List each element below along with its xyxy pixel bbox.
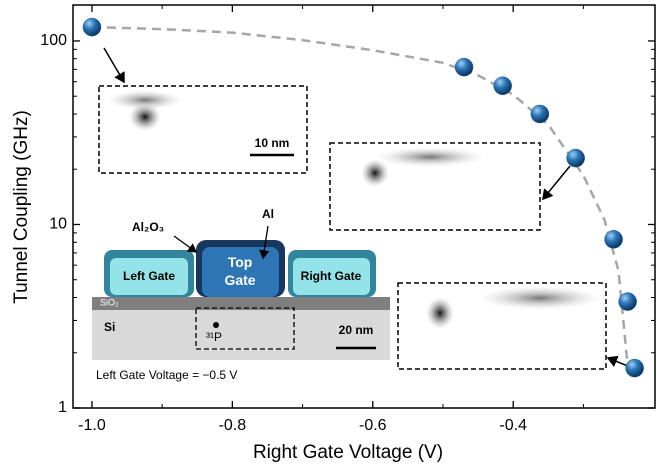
left-gate-label: Left Gate — [123, 269, 175, 283]
wavefunction — [107, 90, 183, 110]
marks — [82, 17, 644, 378]
metal-label: Al — [262, 207, 274, 221]
inset-box — [329, 142, 541, 231]
insets: 10 nm Left Gate Right Gate Top Gate SiO₂ … — [92, 47, 641, 388]
wavefunction — [426, 297, 454, 329]
fit-curve — [91, 25, 629, 366]
point — [493, 76, 512, 96]
x-tick-label: -0.6 — [359, 417, 387, 434]
axes-frame — [72, 4, 656, 409]
arrow — [103, 47, 125, 84]
inset-box — [397, 282, 607, 370]
condition-label: Left Gate Voltage = −0.5 V — [96, 368, 237, 382]
inset-box — [98, 85, 308, 174]
point — [566, 148, 585, 168]
right-gate-inner — [293, 258, 370, 295]
y-tick-label: 100 — [40, 32, 67, 49]
x-tick-label: -0.8 — [219, 417, 247, 434]
point — [82, 17, 102, 37]
x-tick-label: -1.0 — [78, 417, 106, 434]
y-tick-label: 1 — [58, 399, 67, 416]
y-tick-label: 10 — [49, 216, 67, 233]
left-gate-inner — [110, 258, 188, 295]
arrow — [542, 165, 571, 201]
wavefunction — [361, 159, 389, 187]
x-axis-label: Right Gate Voltage (V) — [253, 442, 443, 463]
oxide-label: Al₂O₃ — [132, 220, 164, 234]
plot-area: -1.0 -0.8 -0.6 -0.4 1 10 100 — [40, 4, 656, 434]
donor-label: ³¹P — [206, 330, 222, 344]
sio2-layer — [92, 297, 390, 310]
si-layer — [92, 310, 390, 360]
donor-box — [195, 307, 295, 350]
wavefunction — [129, 103, 161, 131]
point — [454, 57, 474, 77]
top-gate-inner — [202, 247, 279, 297]
y-axis-label: Tunnel Coupling (GHz) — [11, 110, 32, 304]
arrow — [259, 225, 270, 260]
top-gate-label: Top Gate — [224, 254, 255, 288]
point — [625, 358, 644, 378]
x-tick-label: -0.4 — [499, 417, 527, 434]
si-label: Si — [104, 320, 115, 334]
point — [618, 292, 637, 311]
sio2-label: SiO₂ — [100, 297, 119, 307]
scale-label: 10 nm — [255, 136, 290, 150]
point — [604, 230, 623, 249]
donor — [213, 322, 219, 328]
point — [530, 104, 550, 124]
scale-label: 20 nm — [339, 323, 374, 337]
wavefunction — [478, 286, 602, 310]
arrow — [173, 235, 198, 253]
wavefunction — [375, 147, 485, 167]
right-gate-label: Right Gate — [301, 269, 362, 283]
